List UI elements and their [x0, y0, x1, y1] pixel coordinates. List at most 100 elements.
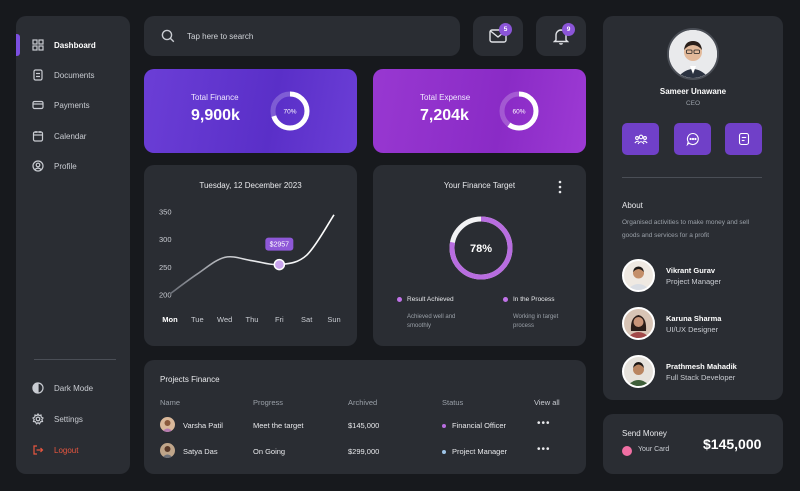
sidebar-item-documents[interactable]: Documents: [16, 63, 130, 87]
y-tick-label: 300: [159, 235, 172, 244]
calendar-icon: [32, 130, 44, 142]
notification-button[interactable]: 9: [536, 16, 586, 56]
avatar: [160, 443, 175, 458]
send-amount: $145,000: [703, 436, 762, 452]
team-member[interactable]: Karuna Sharma UI/UX Designer: [622, 307, 772, 341]
team-member-name: Karuna Sharma: [666, 314, 722, 323]
profile-card: Sameer Unawane CEO About Organised activ…: [603, 16, 783, 400]
about-title: About: [622, 201, 643, 210]
avatar: [622, 259, 655, 292]
team-member-role: UI/UX Designer: [666, 325, 719, 334]
legend-description: Achieved well and smoothly: [407, 313, 455, 331]
row-more-icon[interactable]: •••: [537, 418, 551, 429]
team-member-name: Vikrant Gurav: [666, 266, 716, 275]
contrast-icon: [32, 382, 44, 394]
stat-value: 9,900k: [191, 107, 240, 124]
row-name: Satya Das: [183, 447, 218, 456]
stat-label: Total Expense: [420, 93, 471, 102]
row-progress: Meet the target: [253, 421, 304, 430]
legend-in-process: In the Process: [503, 296, 555, 303]
search-input[interactable]: [187, 28, 437, 44]
mail-button[interactable]: 5: [473, 16, 523, 56]
status-label: Financial Officer: [452, 421, 507, 430]
view-all-link[interactable]: View all: [534, 398, 560, 407]
finance-chart-card: Tuesday, 12 December 2023 350 300 250 200 Mo…: [144, 165, 357, 346]
table-row[interactable]: Varsha Patil Meet the target $145,000 Fi…: [144, 416, 586, 436]
stat-value: 7,204k: [420, 107, 469, 124]
sidebar-item-label: Documents: [54, 70, 95, 80]
chart-title: Tuesday, 12 December 2023: [199, 181, 302, 190]
total-finance-card[interactable]: Total Finance 9,900k 70%: [144, 69, 357, 153]
profile-divider: [622, 177, 762, 178]
profile-name: Sameer Unawane: [659, 87, 727, 96]
logout-button[interactable]: Logout: [16, 438, 130, 462]
sidebar-item-dashboard[interactable]: Dashboard: [16, 33, 130, 57]
table-title: Projects Finance: [160, 375, 220, 384]
send-money-card[interactable]: Send Money Your Card $145,000: [603, 414, 783, 474]
sidebar-item-label: Dark Mode: [54, 383, 94, 393]
sidebar-item-label: Profile: [54, 161, 77, 171]
legend-desc-line: smoothly: [407, 323, 432, 329]
highlight-tooltip: [265, 237, 294, 251]
search-icon[interactable]: [161, 29, 175, 43]
series-line: [169, 214, 335, 295]
chat-button[interactable]: [674, 123, 711, 155]
team-member-name: Prathmesh Mahadik: [666, 362, 737, 371]
x-tick-label: Mon: [162, 315, 178, 324]
target-percent: 78%: [470, 243, 492, 255]
profile-avatar: [667, 28, 719, 80]
notification-badge: 9: [562, 23, 575, 36]
document-icon: [32, 69, 44, 81]
logout-icon: [32, 444, 44, 456]
status-dot: [442, 424, 446, 429]
y-tick-label: 350: [159, 208, 172, 217]
highlight-point: [273, 258, 286, 271]
x-tick-label: Sat: [301, 315, 313, 324]
table-row[interactable]: Satya Das On Going $299,000 Project Mana…: [144, 442, 586, 462]
row-archived: $145,000: [348, 421, 380, 430]
avatar: [622, 307, 655, 340]
x-tick-label: Sun: [327, 315, 340, 324]
row-archived: $299,000: [348, 447, 380, 456]
y-tick-label: 200: [159, 291, 172, 300]
avatar: [622, 355, 655, 388]
y-tick-label: 250: [159, 263, 172, 272]
team-member[interactable]: Vikrant Gurav Project Manager: [622, 259, 772, 293]
gear-icon: [32, 413, 44, 425]
sidebar-item-label: Settings: [54, 414, 83, 424]
finance-percent: 70%: [283, 109, 296, 116]
user-icon: [32, 160, 44, 172]
more-options-icon[interactable]: [556, 179, 564, 195]
row-more-icon[interactable]: •••: [537, 444, 551, 455]
sidebar-item-label: Payments: [54, 100, 90, 110]
total-expense-card[interactable]: Total Expense 7,204k 60%: [373, 69, 586, 153]
about-text: Organised activities to make money and s…: [622, 219, 750, 239]
team-member-role: Full Stack Developer: [666, 373, 736, 382]
sidebar-item-label: Dashboard: [54, 40, 96, 50]
x-tick-label: Thu: [246, 315, 259, 324]
search-bar: [144, 16, 460, 56]
column-header: Archived: [348, 398, 378, 407]
row-status: Financial Officer: [442, 421, 506, 430]
column-header: Progress: [253, 398, 284, 407]
legend-label: In the Process: [513, 296, 555, 303]
line-chart: 350 300 250 200 Mon Tue Wed Thu Fri Sat Sun $2957: [159, 208, 341, 325]
profile-role: CEO: [685, 100, 701, 107]
row-status: Project Manager: [442, 447, 507, 456]
legend-label: Result Achieved: [407, 296, 454, 303]
dark-mode-toggle[interactable]: Dark Mode: [16, 376, 130, 400]
team-member[interactable]: Prathmesh Mahadik Full Stack Developer: [622, 355, 772, 389]
sidebar-item-calendar[interactable]: Calendar: [16, 124, 130, 148]
highlight-label: $2957: [270, 242, 290, 249]
notes-button[interactable]: [725, 123, 762, 155]
sidebar-item-settings[interactable]: Settings: [16, 407, 130, 431]
finance-donut: 70%: [270, 91, 310, 131]
projects-finance-table: Projects Finance Name Progress Archived …: [144, 360, 586, 474]
x-tick-label: Tue: [191, 315, 204, 324]
sidebar-item-profile[interactable]: Profile: [16, 154, 130, 178]
sidebar-item-payments[interactable]: Payments: [16, 93, 130, 117]
team-button[interactable]: [622, 123, 659, 155]
card-indicator: [622, 446, 632, 456]
chat-icon: [686, 132, 700, 146]
legend-dot: [397, 297, 402, 302]
